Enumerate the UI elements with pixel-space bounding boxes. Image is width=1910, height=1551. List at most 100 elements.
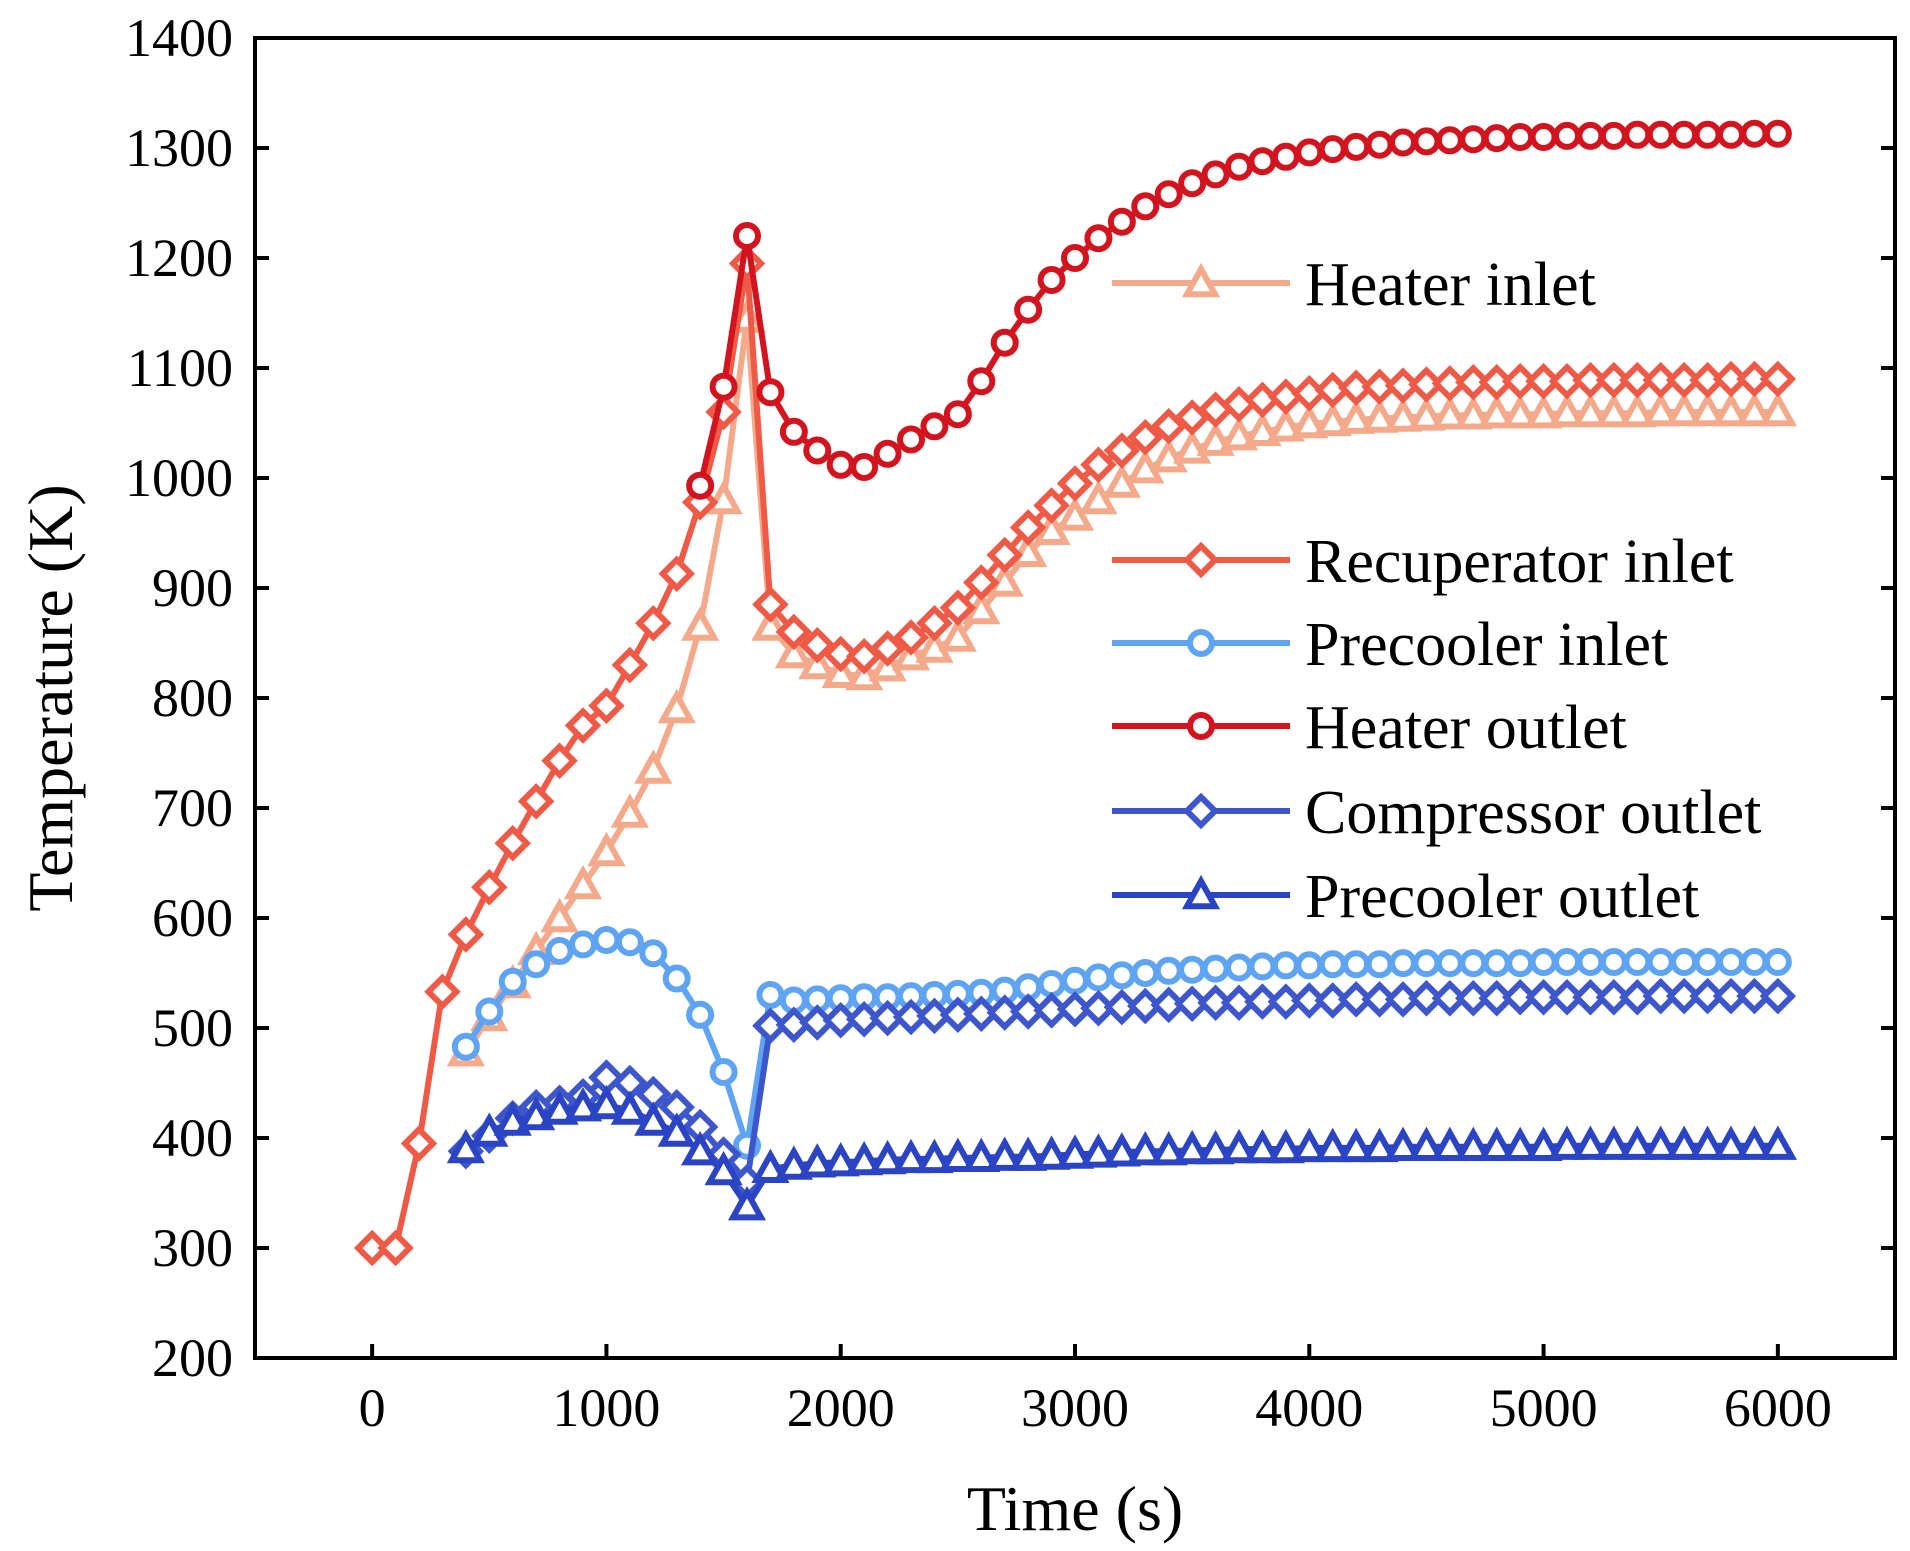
point-heater-outlet-35 xyxy=(1506,123,1535,151)
point-precooler-outlet-54 xyxy=(1711,1125,1751,1160)
point-heater-outlet-41 xyxy=(1646,120,1675,149)
point-precooler-outlet-47 xyxy=(1547,1125,1587,1160)
point-recuperator-inlet-59 xyxy=(1736,360,1773,398)
point-precooler-inlet-34 xyxy=(1248,952,1277,981)
point-heater-outlet-20 xyxy=(1154,180,1183,209)
point-precooler-inlet-39 xyxy=(1365,950,1394,979)
point-recuperator-inlet-1 xyxy=(377,1229,414,1267)
point-precooler-outlet-37 xyxy=(1313,1127,1352,1163)
point-heater-inlet-11 xyxy=(704,479,743,515)
point-recuperator-inlet-7 xyxy=(517,783,555,820)
point-precooler-inlet-47 xyxy=(1553,948,1581,976)
point-precooler-inlet-48 xyxy=(1576,948,1605,976)
point-precooler-outlet-6 xyxy=(587,1084,626,1120)
point-precooler-outlet-51 xyxy=(1641,1125,1680,1160)
point-compressor-outlet-51 xyxy=(1642,977,1679,1015)
legend-marker-precooler-inlet xyxy=(1187,629,1215,657)
point-heater-inlet-56 xyxy=(1758,391,1797,427)
point-heater-inlet-4 xyxy=(540,897,579,933)
point-precooler-inlet-50 xyxy=(1623,948,1652,976)
y-tick-label-900: 900 xyxy=(152,558,233,618)
point-heater-inlet-39 xyxy=(1360,398,1399,433)
point-heater-outlet-32 xyxy=(1435,126,1464,155)
point-precooler-outlet-48 xyxy=(1571,1125,1610,1160)
point-precooler-inlet-37 xyxy=(1318,950,1347,979)
legend-marker-heater-outlet xyxy=(1187,712,1215,740)
point-precooler-outlet-15 xyxy=(798,1143,837,1178)
point-precooler-inlet-2 xyxy=(498,967,527,996)
point-compressor-outlet-55 xyxy=(1736,977,1773,1015)
point-precooler-inlet-36 xyxy=(1295,951,1324,980)
point-heater-outlet-40 xyxy=(1623,120,1652,149)
series-heater-outlet xyxy=(686,119,1792,500)
point-heater-inlet-21 xyxy=(938,617,977,652)
point-heater-inlet-55 xyxy=(1735,391,1774,427)
point-heater-inlet-41 xyxy=(1407,396,1446,431)
point-heater-outlet-31 xyxy=(1412,127,1441,156)
point-precooler-outlet-43 xyxy=(1454,1126,1493,1161)
legend-item-precooler-outlet: Precooler outlet xyxy=(1112,863,1699,931)
point-precooler-inlet-55 xyxy=(1740,948,1769,976)
point-precooler-inlet-4 xyxy=(545,937,574,965)
point-precooler-outlet-41 xyxy=(1407,1126,1446,1161)
point-heater-outlet-14 xyxy=(1014,295,1043,324)
point-compressor-outlet-53 xyxy=(1689,977,1726,1015)
legend-label-heater-inlet: Heater inlet xyxy=(1305,251,1596,319)
point-heater-outlet-9 xyxy=(897,425,925,454)
point-recuperator-inlet-33 xyxy=(1127,419,1164,456)
y-tick-label-300: 300 xyxy=(152,1218,233,1278)
legend-item-compressor-outlet: Compressor outlet xyxy=(1112,779,1761,847)
point-heater-outlet-25 xyxy=(1271,142,1300,171)
point-heater-outlet-45 xyxy=(1740,119,1769,148)
point-recuperator-inlet-32 xyxy=(1103,432,1141,469)
point-recuperator-inlet-54 xyxy=(1619,361,1656,399)
point-precooler-outlet-46 xyxy=(1524,1126,1563,1161)
point-precooler-outlet-20 xyxy=(915,1138,954,1174)
legend-marker-recuperator-inlet xyxy=(1182,541,1220,579)
point-precooler-outlet-36 xyxy=(1290,1127,1329,1163)
point-heater-outlet-13 xyxy=(990,328,1019,357)
point-recuperator-inlet-27 xyxy=(986,536,1023,574)
point-precooler-inlet-42 xyxy=(1435,949,1464,978)
point-precooler-outlet-38 xyxy=(1337,1127,1376,1163)
point-heater-outlet-46 xyxy=(1763,119,1792,148)
point-heater-inlet-37 xyxy=(1313,401,1352,437)
legend-item-heater-outlet: Heater outlet xyxy=(1112,694,1627,762)
point-heater-outlet-22 xyxy=(1201,160,1230,189)
point-compressor-outlet-54 xyxy=(1712,977,1750,1015)
point-heater-inlet-48 xyxy=(1571,392,1610,428)
point-heater-inlet-52 xyxy=(1665,391,1704,427)
point-heater-inlet-44 xyxy=(1477,394,1516,429)
point-recuperator-inlet-5 xyxy=(471,868,508,906)
point-recuperator-inlet-2 xyxy=(400,1125,438,1162)
point-heater-inlet-24 xyxy=(1009,532,1048,567)
legend-label-recuperator-inlet: Recuperator inlet xyxy=(1305,528,1734,596)
point-heater-outlet-1 xyxy=(709,372,738,401)
point-heater-outlet-15 xyxy=(1037,266,1066,294)
point-recuperator-inlet-6 xyxy=(494,824,531,862)
point-precooler-outlet-13 xyxy=(751,1148,790,1183)
point-heater-outlet-4 xyxy=(779,417,808,446)
point-heater-outlet-39 xyxy=(1599,121,1628,150)
point-recuperator-inlet-47 xyxy=(1455,364,1492,401)
point-precooler-outlet-5 xyxy=(563,1087,603,1122)
point-heater-outlet-44 xyxy=(1717,120,1745,149)
y-tick-label-400: 400 xyxy=(152,1108,233,1168)
series-precooler-outlet xyxy=(446,1084,1797,1221)
point-recuperator-inlet-60 xyxy=(1759,360,1797,398)
point-heater-outlet-2 xyxy=(733,222,761,250)
point-recuperator-inlet-56 xyxy=(1665,361,1703,399)
point-heater-outlet-10 xyxy=(920,412,949,441)
point-recuperator-inlet-23 xyxy=(892,619,930,656)
legend-marker-precooler-outlet xyxy=(1181,874,1221,910)
point-precooler-outlet-22 xyxy=(962,1137,1001,1172)
point-heater-inlet-8 xyxy=(634,749,673,784)
x-tick-label-2000: 2000 xyxy=(787,1378,895,1438)
legend-marker-compressor-outlet xyxy=(1182,792,1220,830)
point-compressor-outlet-32 xyxy=(1197,984,1234,1021)
point-precooler-inlet-8 xyxy=(639,939,668,968)
point-precooler-outlet-25 xyxy=(1032,1135,1071,1170)
point-heater-outlet-36 xyxy=(1529,123,1558,151)
point-compressor-outlet-45 xyxy=(1501,978,1539,1016)
